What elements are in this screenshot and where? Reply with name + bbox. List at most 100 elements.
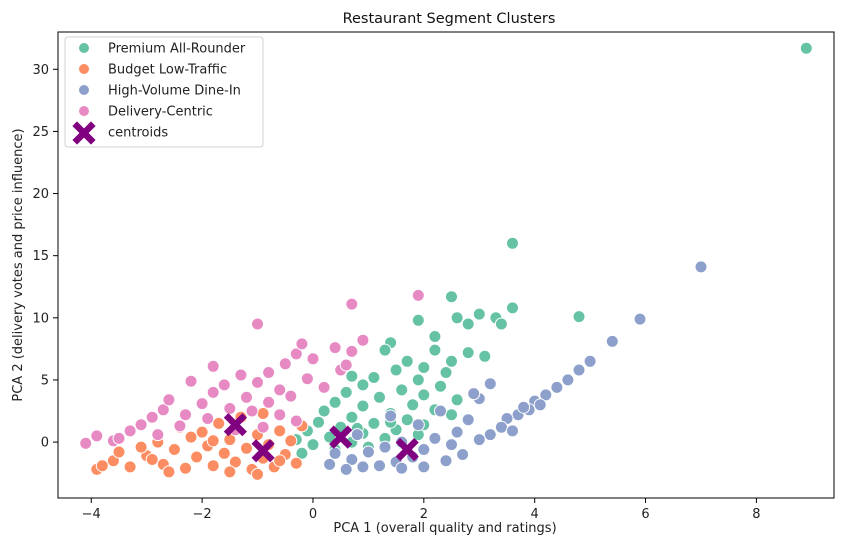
point-series-2-32 — [350, 428, 364, 442]
point-series-2-4 — [572, 363, 586, 377]
point-series-0-10 — [494, 317, 508, 331]
point-series-0-25 — [434, 379, 447, 393]
point-series-1-9 — [206, 459, 220, 473]
point-series-3-32 — [345, 297, 359, 311]
legend-marker-2 — [78, 84, 90, 96]
point-series-3-13 — [217, 378, 231, 392]
point-series-1-7 — [190, 450, 204, 464]
point-series-2-44 — [467, 387, 481, 401]
point-series-1-30 — [256, 407, 270, 420]
point-series-2-29 — [373, 459, 386, 473]
point-series-0-19 — [417, 361, 431, 374]
x-tick-label: 0 — [309, 507, 317, 522]
point-series-0-39 — [345, 410, 359, 424]
point-series-2-34 — [339, 462, 353, 476]
x-tick-label: 6 — [641, 507, 649, 522]
point-series-2-37 — [456, 448, 470, 461]
point-series-2-33 — [345, 453, 359, 466]
point-series-1-13 — [240, 441, 253, 455]
x-tick-label: 8 — [752, 507, 760, 522]
point-series-2-3 — [583, 354, 597, 368]
legend-label-0: Premium All-Rounder — [108, 42, 246, 57]
point-series-3-23 — [284, 389, 298, 403]
point-series-0-29 — [417, 388, 431, 402]
point-series-1-5 — [167, 443, 181, 456]
x-axis: −4 −2 0 2 4 6 8 — [82, 498, 761, 522]
point-series-0-0 — [799, 41, 813, 55]
legend-label-3: Delivery-Centric — [108, 105, 213, 120]
x-tick-label: 4 — [531, 507, 539, 522]
point-series-2-36 — [323, 457, 337, 471]
point-series-2-18 — [450, 425, 464, 439]
point-series-2-43 — [533, 398, 547, 412]
point-series-0-2 — [445, 290, 458, 304]
point-series-1-12 — [228, 455, 242, 469]
point-series-1-19 — [273, 424, 287, 438]
x-axis-label: PCA 1 (overall quality and ratings) — [333, 521, 556, 536]
point-series-2-1 — [633, 312, 647, 326]
point-series-2-23 — [411, 418, 425, 432]
point-series-0-15 — [461, 346, 475, 360]
point-series-1-37 — [95, 459, 109, 473]
point-series-1-32 — [251, 467, 264, 481]
point-series-2-19 — [445, 438, 458, 452]
point-series-2-6 — [550, 380, 564, 394]
y-tick-label: 15 — [32, 249, 49, 264]
point-series-3-31 — [339, 358, 353, 372]
point-series-1-33 — [112, 445, 126, 459]
point-series-3-7 — [162, 393, 176, 407]
point-series-2-5 — [561, 373, 575, 387]
point-series-0-54 — [306, 438, 320, 452]
point-series-0-1 — [506, 236, 519, 250]
point-series-3-5 — [145, 410, 159, 424]
y-tick-label: 25 — [32, 125, 49, 140]
centroid-marker-2 — [329, 425, 353, 449]
point-series-2-13 — [483, 377, 497, 391]
point-series-3-27 — [306, 352, 320, 366]
point-series-0-18 — [400, 354, 414, 368]
point-series-3-39 — [273, 408, 287, 422]
point-series-3-6 — [156, 403, 170, 417]
point-series-0-21 — [439, 366, 453, 379]
point-series-0-30 — [373, 390, 386, 404]
point-series-3-35 — [411, 288, 425, 302]
point-series-1-25 — [134, 440, 148, 454]
point-series-2-35 — [328, 446, 342, 460]
point-series-0-27 — [395, 383, 409, 397]
legend-marker-0 — [78, 42, 90, 54]
point-series-3-19 — [262, 395, 276, 409]
point-series-0-31 — [450, 393, 464, 407]
centroid-marker-0 — [223, 413, 247, 437]
legend: Premium All-Rounder Budget Low-Traffic Hig… — [64, 36, 264, 148]
point-series-0-42 — [367, 416, 381, 430]
point-series-0-49 — [323, 430, 337, 444]
point-series-2-21 — [428, 431, 442, 445]
point-series-3-16 — [240, 390, 253, 404]
point-series-0-32 — [328, 395, 342, 409]
legend-marker-3 — [78, 105, 90, 117]
point-series-2-12 — [494, 420, 508, 434]
point-series-0-8 — [411, 313, 425, 327]
point-series-2-38 — [439, 454, 453, 468]
point-series-2-22 — [417, 443, 431, 456]
legend-box — [64, 36, 264, 148]
chart-title: Restaurant Segment Clusters — [343, 11, 556, 27]
point-series-0-13 — [378, 343, 392, 357]
point-series-1-26 — [195, 425, 209, 439]
centroid-marker-3 — [395, 437, 419, 462]
legend-marker-1 — [78, 63, 90, 75]
point-series-1-36 — [273, 454, 287, 468]
point-series-2-28 — [378, 440, 392, 454]
point-series-3-21 — [273, 383, 287, 397]
point-series-3-10 — [195, 397, 209, 411]
point-series-0-24 — [411, 373, 425, 387]
point-series-1-27 — [212, 416, 226, 430]
point-series-2-0 — [694, 260, 708, 274]
point-series-3-1 — [90, 429, 104, 443]
x-tick-label: 2 — [420, 507, 428, 522]
point-series-0-6 — [472, 307, 486, 321]
point-series-0-34 — [356, 399, 370, 413]
point-series-0-38 — [445, 408, 458, 422]
point-series-0-33 — [406, 398, 420, 412]
y-tick-label: 5 — [41, 373, 49, 388]
